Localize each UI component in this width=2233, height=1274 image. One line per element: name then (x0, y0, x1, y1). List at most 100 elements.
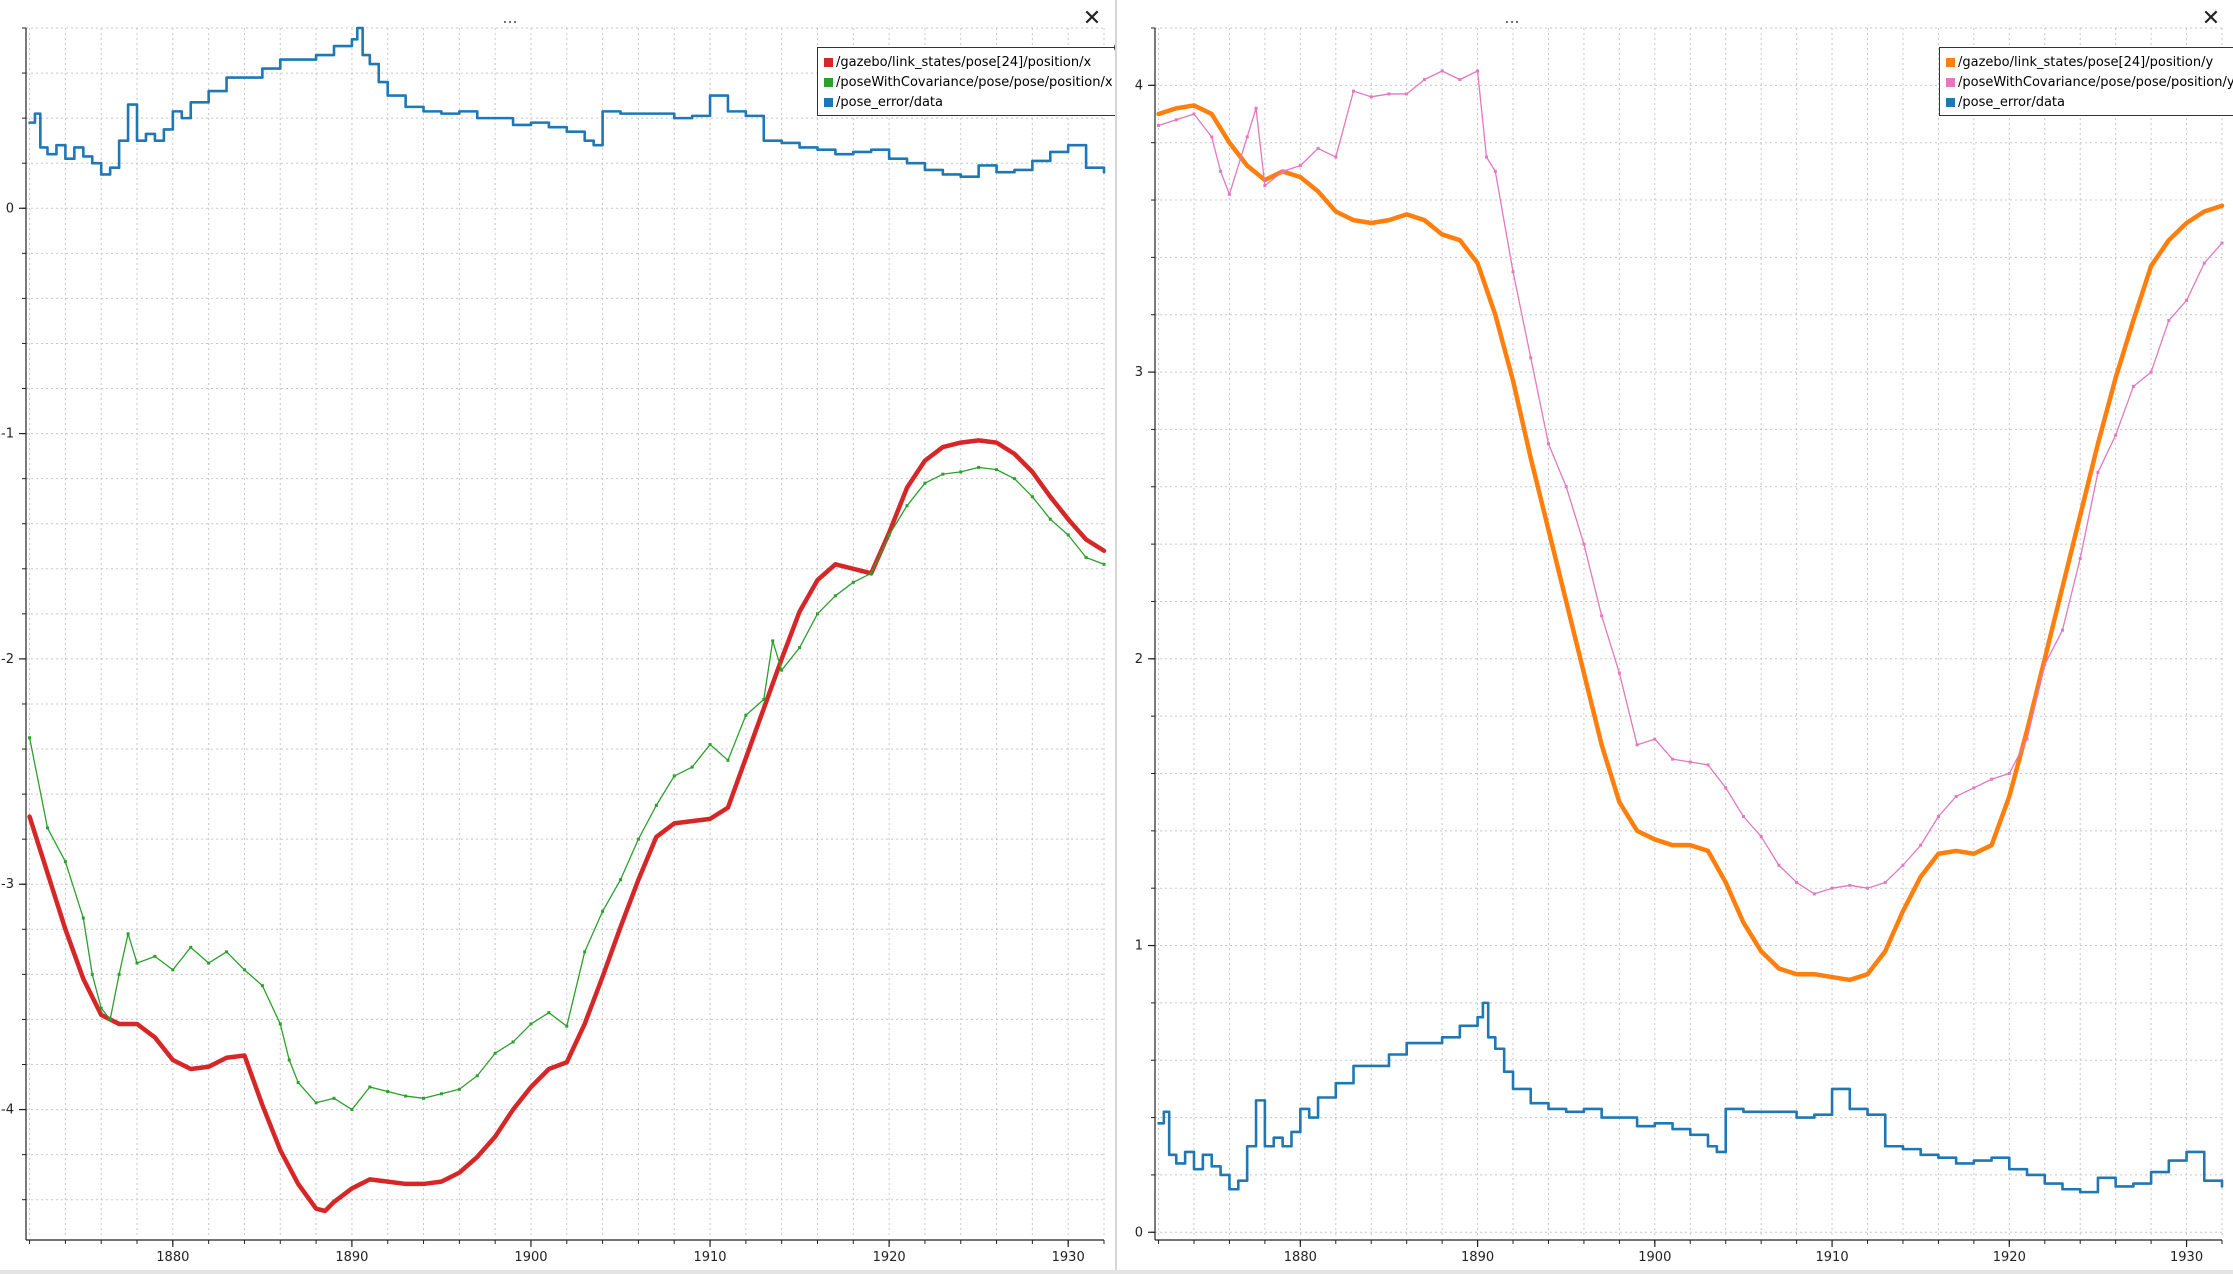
series-point (1298, 164, 1302, 168)
series-point (2025, 737, 2029, 741)
series-point (1405, 92, 1409, 96)
series-point (207, 961, 211, 965)
series-point (2043, 663, 2047, 667)
series-point (1493, 169, 1497, 173)
series-point (780, 668, 784, 672)
series-point (1848, 883, 1852, 887)
series-2 (1157, 69, 2224, 896)
position-y-plot[interactable]: 1880 1890 1900 1910 1920 1930 0 1 2 3 4 (1117, 0, 2233, 1274)
series-point (771, 639, 775, 643)
series-point (2202, 261, 2206, 265)
series-point (619, 878, 623, 882)
series-point (2149, 370, 2153, 374)
series-point (959, 470, 963, 474)
y-tick-label: 0 (6, 201, 14, 216)
series-point (1254, 106, 1258, 110)
series-point (368, 1085, 372, 1089)
legend-item-pose-error[interactable]: /pose_error/data (824, 92, 1113, 112)
legend: /gazebo/link_states/pose[24]/position/x … (817, 42, 1125, 116)
series-point (1511, 270, 1515, 274)
series-point (1334, 155, 1338, 159)
series-point (1084, 556, 1088, 560)
legend-swatch (1946, 97, 1955, 107)
series-point (99, 1006, 103, 1010)
series-point (1795, 880, 1799, 884)
series-point (457, 1087, 461, 1091)
series-point (1263, 184, 1267, 188)
series-point (81, 916, 85, 920)
legend-item-ground-truth-x[interactable]: /gazebo/link_states/pose[24]/position/x (824, 52, 1113, 72)
series-point (1883, 880, 1887, 884)
series-point (1600, 614, 1604, 618)
series-point (1210, 135, 1214, 139)
series-point (1529, 356, 1533, 360)
series-point (995, 468, 999, 472)
series-point (1157, 123, 1161, 127)
series-point (798, 646, 802, 650)
series-point (1030, 495, 1034, 499)
series-3 (28, 26, 1106, 179)
status-strip (0, 1270, 2233, 1274)
series-point (636, 837, 640, 841)
legend-label: /pose_error/data (1958, 94, 2065, 110)
series-point (189, 945, 193, 949)
legend-item-estimate-x[interactable]: /poseWithCovariance/pose/pose/position/x (824, 72, 1113, 92)
series-point (117, 972, 121, 976)
series-point (225, 950, 229, 954)
series-point (171, 968, 175, 972)
series-point (135, 961, 139, 965)
legend-label: /poseWithCovariance/pose/pose/position/y (1958, 74, 2233, 90)
series-point (1066, 533, 1070, 537)
series-point (672, 774, 676, 778)
series-point (941, 472, 945, 476)
series-line (27, 438, 1107, 1214)
position-x-plot[interactable]: 1880 1890 1900 1910 1920 1930 0 -1 -2 -3 -4 (0, 0, 1115, 1274)
series-point (726, 758, 730, 762)
series-point (1192, 112, 1196, 116)
series-point (1866, 886, 1870, 890)
series-point (63, 860, 67, 864)
legend-item-pose-error[interactable]: /pose_error/data (1946, 92, 2233, 112)
close-icon[interactable]: ✕ (2201, 6, 2221, 31)
series-point (314, 1101, 318, 1105)
close-icon[interactable]: ✕ (1082, 6, 1102, 31)
y-tick-label: 3 (1135, 365, 1143, 380)
panel-splitter[interactable] (1115, 0, 1117, 1274)
series-point (977, 465, 981, 469)
series-point (126, 932, 130, 936)
series-point (287, 1058, 291, 1062)
y-tick-label: -2 (1, 652, 14, 667)
series-point (475, 1074, 479, 1078)
series-point (1617, 671, 1621, 675)
series-point (1919, 843, 1923, 847)
series-point (547, 1011, 551, 1015)
series-point (2078, 556, 2082, 560)
y-tick-label: 0 (1135, 1225, 1143, 1240)
series-point (493, 1051, 497, 1055)
series-point (332, 1096, 336, 1100)
series-point (654, 803, 658, 807)
legend-item-estimate-y[interactable]: /poseWithCovariance/pose/pose/position/y (1946, 72, 2233, 92)
legend-item-ground-truth-y[interactable]: /gazebo/link_states/pose[24]/position/y (1946, 52, 2233, 72)
series-point (1954, 794, 1958, 798)
y-tick-label: -1 (1, 427, 14, 442)
series-point (1564, 485, 1568, 489)
series-point (2167, 318, 2171, 322)
series-point (1387, 92, 1391, 96)
series-point (1830, 886, 1834, 890)
x-tick-label: 1920 (873, 1250, 906, 1265)
grid (26, 27, 1105, 1238)
x-tick-label: 1930 (1052, 1250, 1085, 1265)
series-point (1777, 863, 1781, 867)
series-point (1546, 442, 1550, 446)
series-point (386, 1090, 390, 1094)
series-point (565, 1024, 569, 1028)
series-point (1901, 863, 1905, 867)
series-point (2220, 241, 2224, 245)
series-point (1671, 757, 1675, 761)
series-point (1759, 835, 1763, 839)
legend-swatch (1946, 77, 1955, 87)
y-tick-label: 2 (1135, 652, 1143, 667)
series-point (851, 580, 855, 584)
series-point (1316, 146, 1320, 150)
